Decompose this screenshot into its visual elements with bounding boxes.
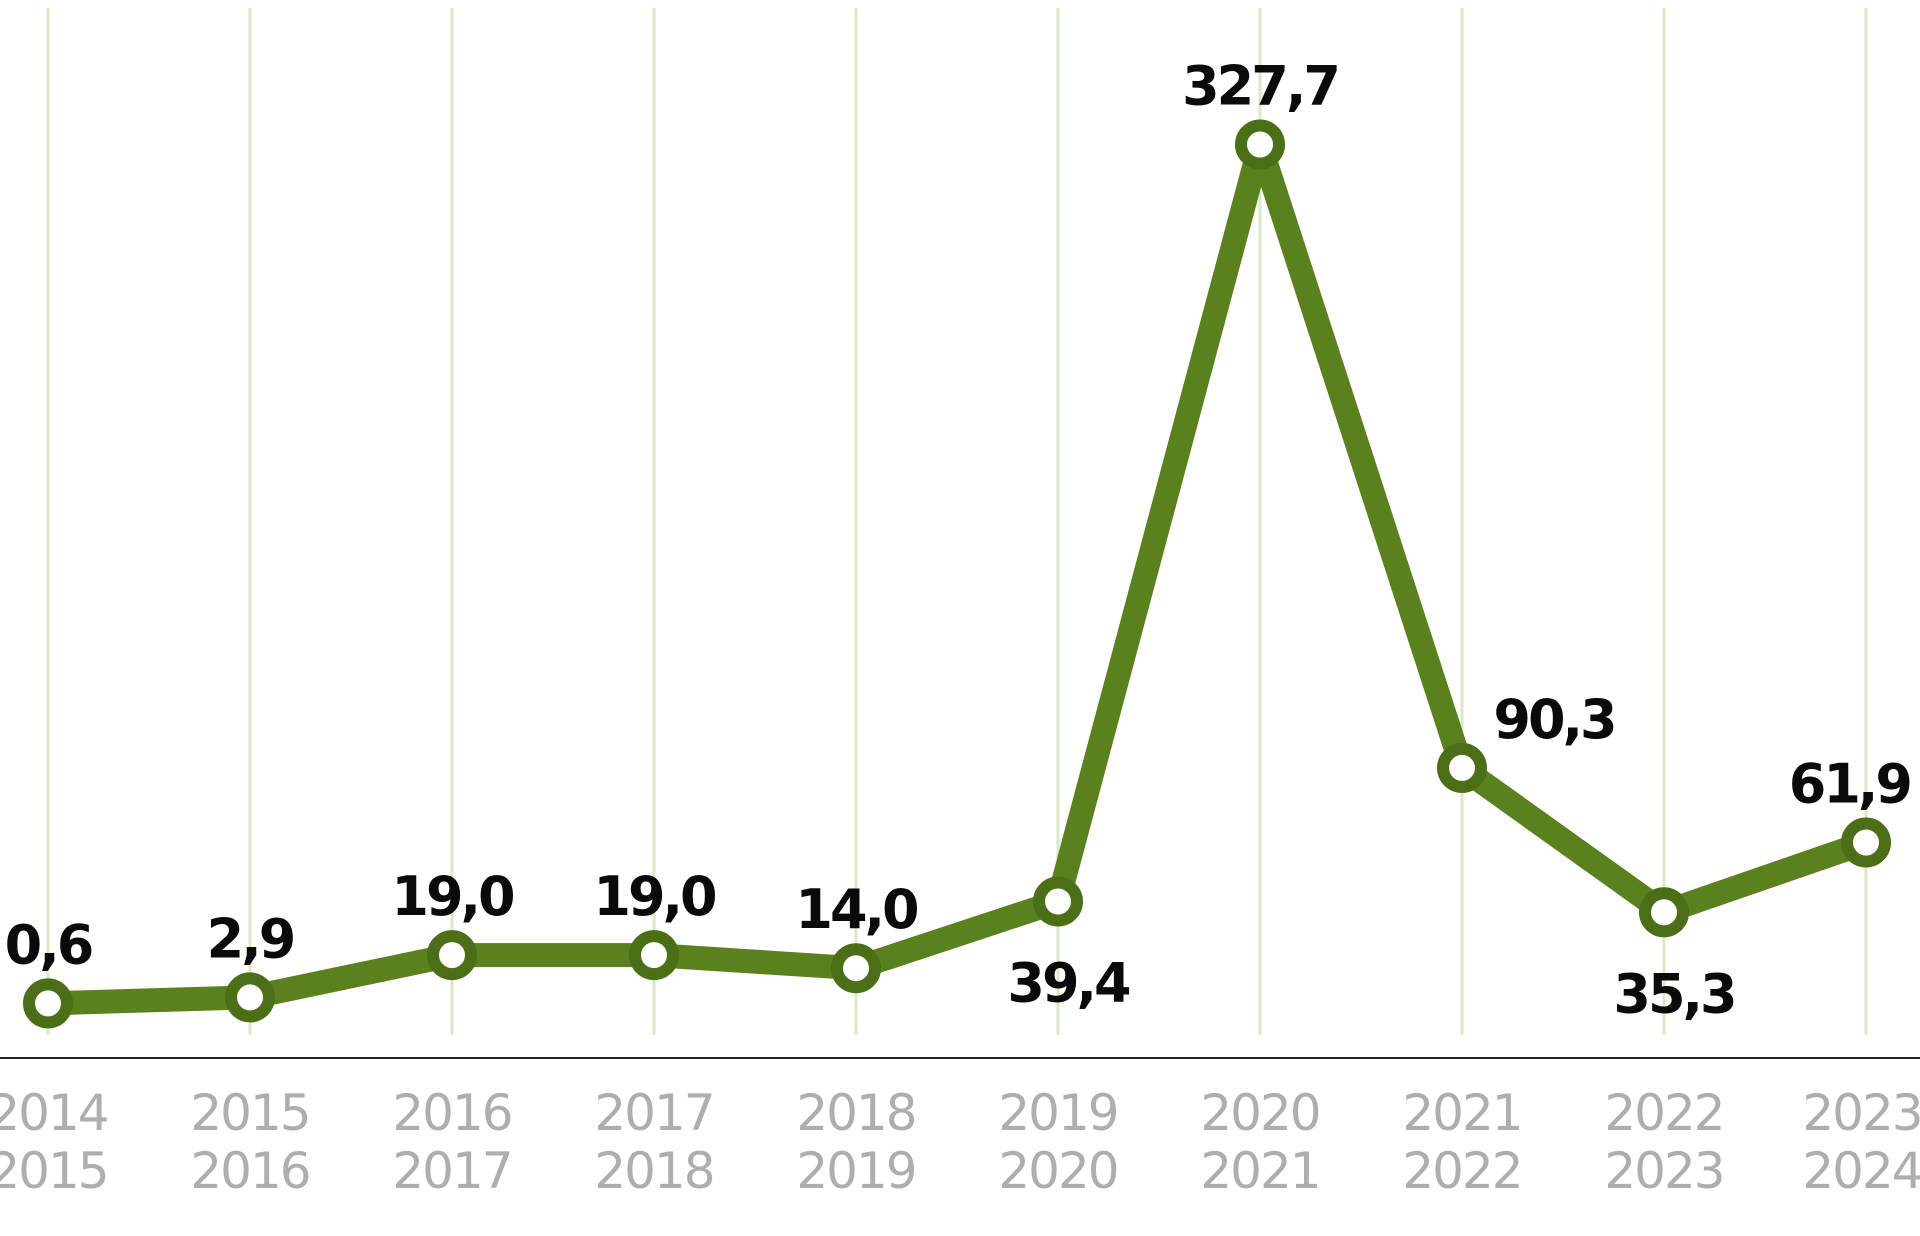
x-axis-tick-labels: 2014 2015 2015 2016 2016 2017 2017 2018 2018 2019… [0,1084,1920,1200]
series-line-group [36,132,1878,1016]
data-label-8: 35,3 [1613,962,1734,1025]
data-label-3: 19,0 [593,865,715,928]
series-line [36,132,1878,1016]
data-point-6 [1235,119,1285,170]
tick-label-5: 2019 2020 [998,1084,1117,1200]
data-markers [23,119,1891,1029]
tick-label-2: 2016 2017 [392,1084,511,1200]
tick-label-0: 2014 2015 [0,1084,108,1200]
data-label-0: 0,6 [5,913,92,976]
tick-label-6: 2020 2021 [1200,1084,1319,1200]
tick-label-1: 2015 2016 [190,1084,309,1200]
tick-label-3: 2017 2018 [594,1084,713,1200]
data-label-4: 14,0 [795,878,917,941]
data-label-9: 61,9 [1789,753,1911,816]
data-label-1: 2,9 [207,907,294,970]
tick-label-8: 2022 2023 [1604,1084,1723,1200]
data-point-2 [427,930,477,981]
data-point-8 [1639,887,1689,938]
data-labels: 0,6 2,9 19,0 19,0 14,0 39,4 327,7 90,3 35,3 61,9 [5,55,1914,1026]
data-label-2: 19,0 [391,865,513,928]
data-label-5: 39,4 [1007,952,1130,1015]
data-point-7 [1437,742,1487,793]
data-point-1 [225,972,275,1023]
data-point-5 [1033,876,1083,927]
data-point-4 [831,943,881,994]
data-point-0 [23,978,73,1029]
data-label-7: 90,3 [1493,688,1614,751]
tick-label-4: 2018 2019 [796,1084,915,1200]
data-point-9 [1841,817,1891,868]
tick-label-9: 2023 2024 [1802,1084,1920,1200]
tick-label-7: 2021 2022 [1402,1084,1521,1200]
data-label-6: 327,7 [1182,55,1338,118]
vertical-gridlines [46,8,1868,1035]
data-point-3 [629,930,679,981]
